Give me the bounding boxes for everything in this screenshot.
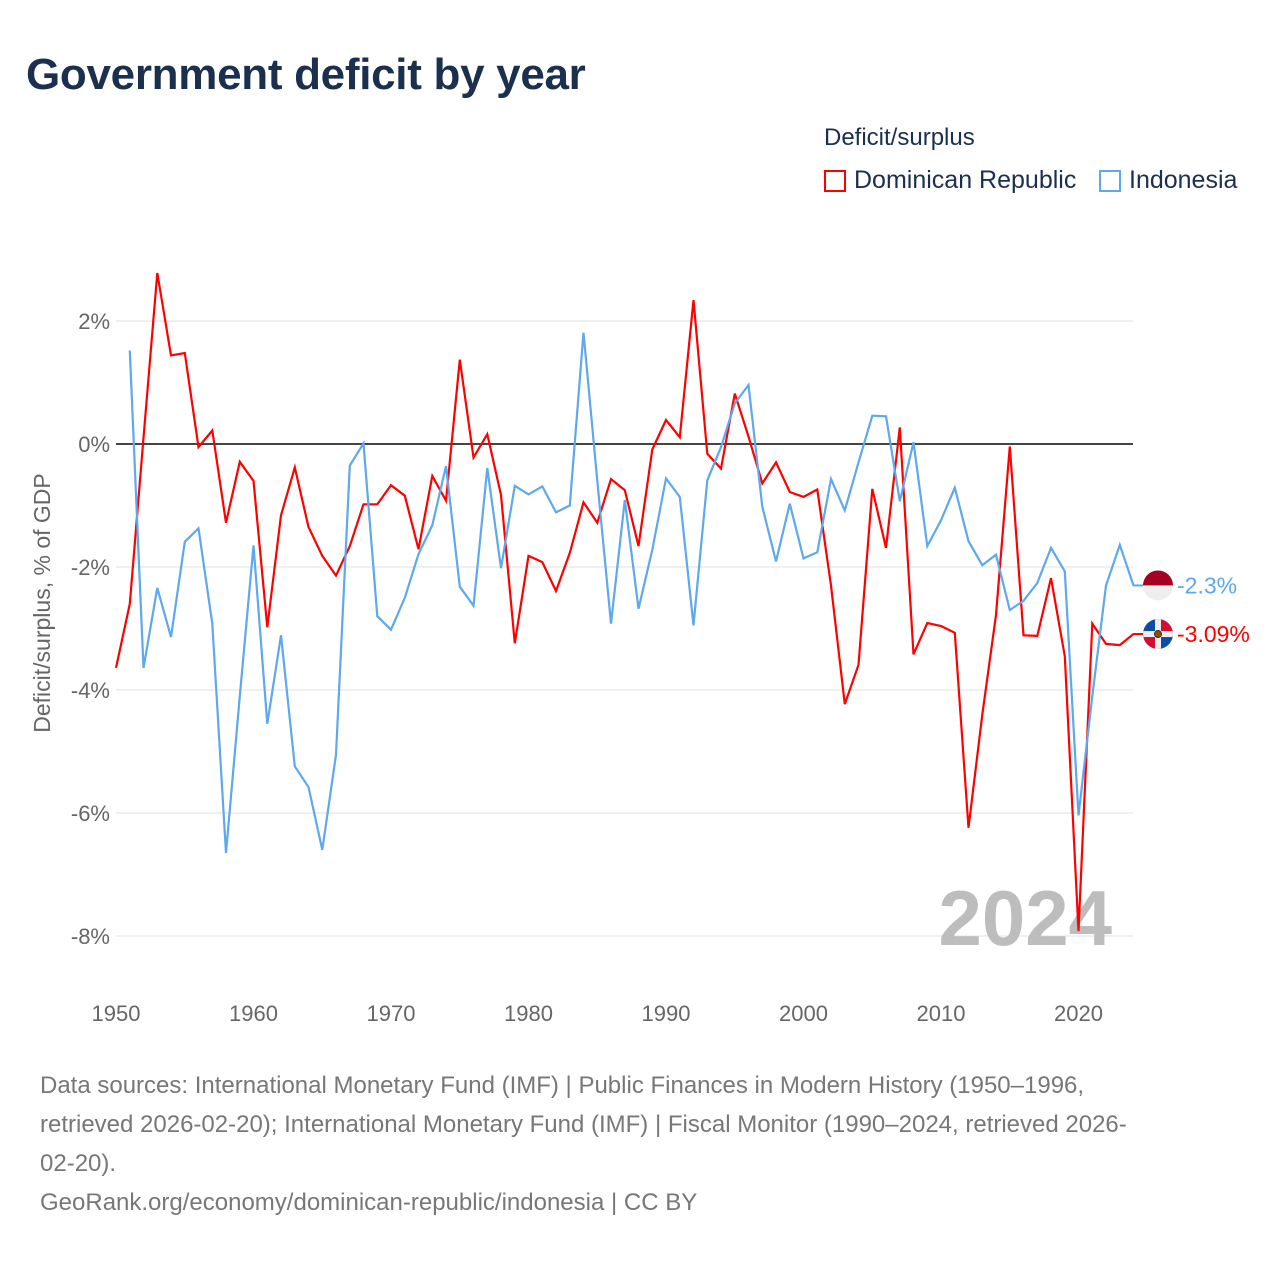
legend-item-indonesia[interactable]: Indonesia (1099, 166, 1237, 195)
dominican-republic-flag-icon (1143, 619, 1173, 650)
year-watermark: 2024 (938, 874, 1112, 962)
end-value-label: -2.3% (1177, 572, 1237, 598)
legend-swatch-indonesia (1099, 169, 1121, 192)
y-tick-label: -6% (71, 801, 110, 826)
x-tick-label: 1960 (229, 1001, 278, 1026)
y-axis-label: Deficit/surplus, % of GDP (29, 473, 55, 732)
series-line-dominican-republic[interactable] (114, 272, 1135, 932)
gridlines (116, 320, 1133, 937)
credit-link[interactable]: GeoRank.org/economy/dominican-republic/i… (40, 1189, 698, 1216)
series-line-indonesia[interactable] (128, 332, 1135, 854)
sources-text-line-3: 02-20). (40, 1150, 117, 1177)
end-value-label: -3.09% (1177, 621, 1250, 647)
x-tick-label: 2010 (917, 1001, 966, 1026)
series-lines (114, 272, 1135, 932)
chart-title: Government deficit by year (26, 50, 586, 99)
end-labels: -3.09% -2.3% (1133, 570, 1250, 650)
y-tick-label: 2% (78, 309, 110, 334)
x-tick-label: 2020 (1054, 1001, 1103, 1026)
legend-label: Dominican Republic (854, 166, 1077, 194)
line-chart: 2% 0% -2% -4% -6% -8% 1950 1960 1970 1980 1990 200… (29, 272, 1250, 1026)
y-tick-label: -4% (71, 678, 110, 703)
x-tick-label: 1950 (92, 1001, 141, 1026)
x-tick-label: 1970 (367, 1001, 416, 1026)
sources-text-line-2: retrieved 2026-02-20); International Mon… (40, 1111, 1127, 1138)
x-tick-label: 1980 (504, 1001, 553, 1026)
legend-swatch-dominican-republic (824, 169, 846, 192)
legend-item-dominican-republic[interactable]: Dominican Republic (824, 166, 1076, 195)
y-tick-label: -2% (71, 555, 110, 580)
y-tick-label: -8% (71, 924, 110, 949)
indonesia-flag-icon (1143, 570, 1173, 601)
sources-text-line-1: Data sources: International Monetary Fun… (40, 1072, 1085, 1099)
x-axis-ticks: 1950 1960 1970 1980 1990 2000 2010 2020 (92, 1001, 1103, 1026)
footer: Data sources: International Monetary Fun… (40, 1066, 1240, 1222)
x-tick-label: 2000 (779, 1001, 828, 1026)
y-tick-label: 0% (78, 432, 110, 457)
x-tick-label: 1990 (642, 1001, 691, 1026)
y-axis-ticks: 2% 0% -2% -4% -6% -8% (71, 309, 110, 949)
legend-title: Deficit/surplus (824, 124, 975, 151)
legend-label: Indonesia (1129, 166, 1238, 194)
